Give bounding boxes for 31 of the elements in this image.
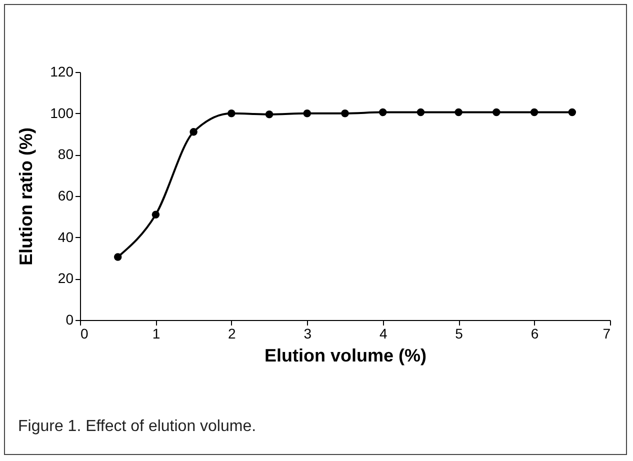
y-axis-title: Elution ratio (%) [16,128,36,266]
y-tick-label: 80 [58,146,74,162]
point [152,210,160,218]
point [568,108,576,116]
point [454,108,462,116]
point [492,108,500,116]
y-tick-label: 0 [66,312,74,328]
y-tick-label: 20 [58,270,74,286]
y-tick-label: 120 [50,64,74,80]
point [416,108,425,116]
x-tick-label: 3 [304,326,312,342]
x-tick-label: 0 [80,326,88,342]
point [530,108,538,116]
x-tick-label: 4 [379,326,388,342]
y-tick-label: 40 [58,228,74,245]
x-tick-label: 5 [455,326,464,342]
point [303,109,312,118]
caption: Figure 1. Effect of elution volume. [18,418,256,436]
y-tick-label: 100 [50,104,74,121]
x-tick-label: 6 [530,326,539,342]
x-axis-title: Elution volume (%) [264,346,427,366]
x-tick-label: 2 [228,326,236,342]
y-tick-label: 60 [58,188,74,204]
point [378,108,387,116]
point [265,110,274,118]
x-tick-label: 7 [602,326,611,342]
point [114,253,122,261]
point [341,109,349,118]
point [228,109,236,118]
point [190,128,198,136]
x-tick-label: 1 [152,326,160,342]
